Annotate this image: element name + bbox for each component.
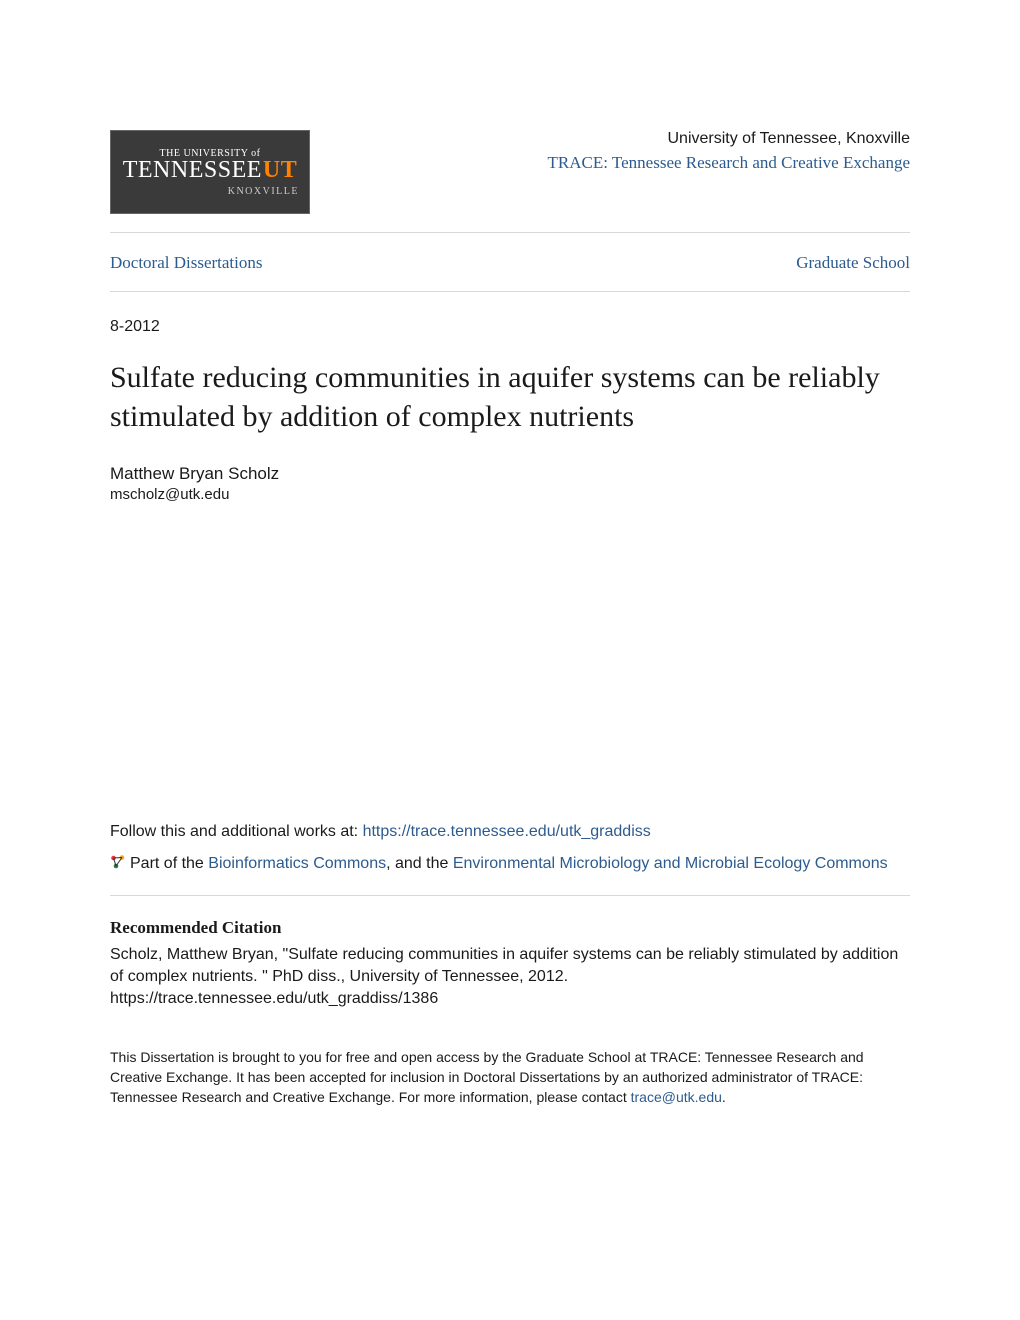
doctoral-dissertations-link[interactable]: Doctoral Dissertations	[110, 253, 263, 273]
page-title: Sulfate reducing communities in aquifer …	[110, 358, 910, 436]
trace-title-link[interactable]: TRACE: Tennessee Research and Creative E…	[334, 152, 910, 175]
university-logo[interactable]: THE UNIVERSITY of TENNESSEEUT KNOXVILLE	[110, 130, 310, 214]
author-email: mscholz@utk.edu	[110, 486, 910, 503]
recommended-citation-heading: Recommended Citation	[110, 918, 910, 938]
footer-body: This Dissertation is brought to you for …	[110, 1049, 864, 1104]
collection-url-link[interactable]: https://trace.tennessee.edu/utk_graddiss	[363, 823, 651, 840]
spacer	[110, 503, 910, 823]
footer-suffix: .	[722, 1089, 726, 1105]
logo-wordmark: TENNESSEE	[123, 157, 262, 184]
bioinformatics-commons-link[interactable]: Bioinformatics Commons	[208, 855, 386, 872]
contact-email-link[interactable]: trace@utk.edu	[631, 1089, 722, 1105]
publication-date: 8-2012	[110, 318, 910, 336]
logo-line2: TENNESSEEUT	[123, 157, 298, 184]
citation-text: Scholz, Matthew Bryan, "Sulfate reducing…	[110, 944, 910, 989]
graduate-school-link[interactable]: Graduate School	[796, 253, 910, 273]
breadcrumb: Doctoral Dissertations Graduate School	[110, 251, 910, 292]
env-microbiology-commons-link[interactable]: Environmental Microbiology and Microbial…	[453, 855, 888, 872]
follow-works-line: Follow this and additional works at: htt…	[110, 823, 910, 841]
logo-ut-icon: UT	[263, 157, 297, 184]
header: THE UNIVERSITY of TENNESSEEUT KNOXVILLE …	[110, 130, 910, 233]
partof-mid: , and the	[386, 855, 453, 872]
university-name: University of Tennessee, Knoxville	[334, 130, 910, 148]
logo-line3: KNOXVILLE	[228, 186, 299, 197]
follow-prefix: Follow this and additional works at:	[110, 823, 363, 840]
author-name: Matthew Bryan Scholz	[110, 464, 910, 484]
header-text: University of Tennessee, Knoxville TRACE…	[334, 130, 910, 175]
partof-prefix: Part of the	[130, 855, 208, 872]
network-icon	[110, 853, 126, 869]
citation-url: https://trace.tennessee.edu/utk_graddiss…	[110, 990, 910, 1008]
footer-text: This Dissertation is brought to you for …	[110, 1048, 910, 1107]
part-of-line: Part of the Bioinformatics Commons, and …	[110, 851, 910, 896]
